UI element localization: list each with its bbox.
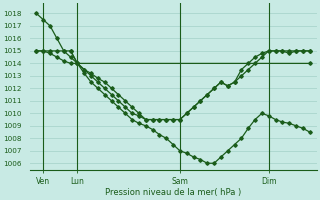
X-axis label: Pression niveau de la mer( hPa ): Pression niveau de la mer( hPa ) [105, 188, 241, 197]
